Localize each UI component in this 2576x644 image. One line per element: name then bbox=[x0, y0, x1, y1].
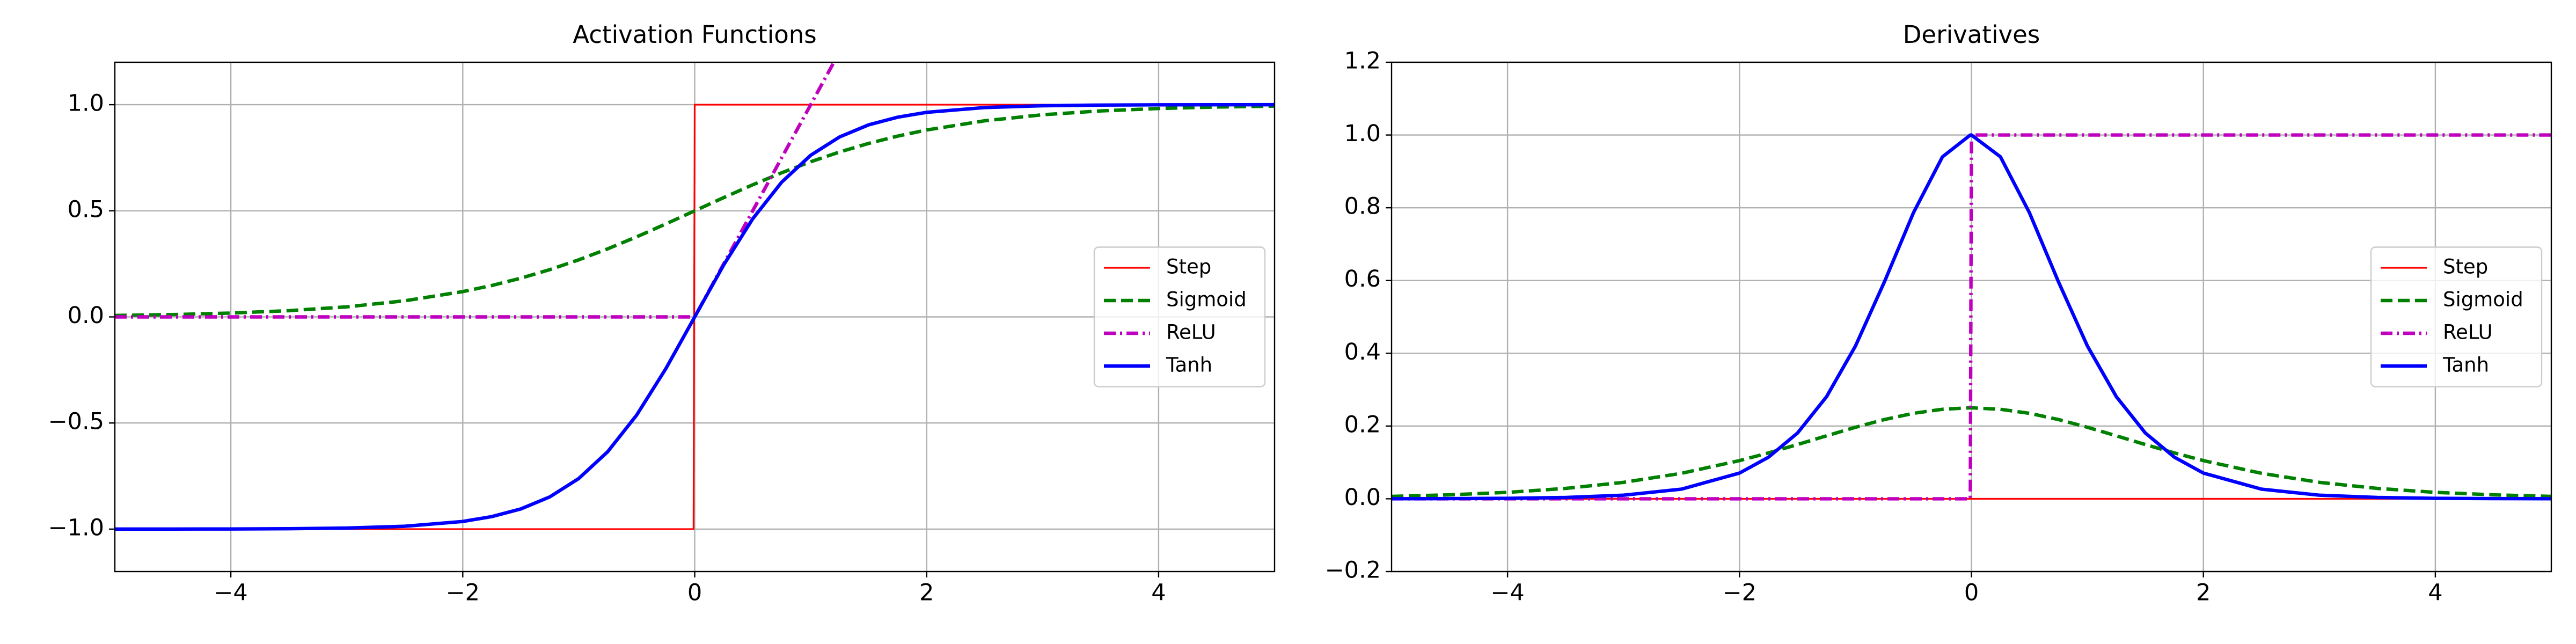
legend-label: ReLU bbox=[2443, 321, 2493, 344]
chart-title: Derivatives bbox=[1903, 20, 2040, 49]
x-tick-label: 2 bbox=[919, 580, 934, 606]
x-tick-label: 4 bbox=[2428, 580, 2442, 606]
legend-label: Step bbox=[2443, 255, 2488, 279]
legend-box bbox=[1093, 246, 1266, 387]
y-tick-label: −0.2 bbox=[1325, 557, 1381, 584]
legend: Step Sigmoid ReLU Tanh bbox=[2370, 246, 2543, 387]
series-line bbox=[1392, 406, 2551, 499]
series-line bbox=[115, 103, 1275, 531]
legend-label: Sigmoid bbox=[1166, 288, 1247, 311]
series-line bbox=[1392, 133, 2551, 501]
axes-frame bbox=[1391, 61, 2552, 573]
series-line bbox=[1392, 133, 2551, 501]
x-tick-label: 0 bbox=[687, 580, 702, 606]
x-tick-label: −4 bbox=[1490, 580, 1524, 606]
y-tick-label: 0.0 bbox=[1344, 484, 1381, 511]
y-tick-label: 1.0 bbox=[1344, 120, 1381, 147]
series-line bbox=[115, 62, 836, 319]
x-tick-label: 2 bbox=[2196, 580, 2211, 606]
x-tick-label: −4 bbox=[214, 580, 247, 606]
legend-label: Step bbox=[1166, 255, 1211, 279]
legend: Step Sigmoid ReLU Tanh bbox=[1093, 246, 1266, 387]
y-tick-label: 0.4 bbox=[1344, 339, 1381, 365]
legend-label: Tanh bbox=[1166, 354, 1212, 377]
axes-frame bbox=[114, 61, 1276, 573]
y-tick-label: 0.2 bbox=[1344, 411, 1381, 438]
series-line bbox=[115, 104, 1275, 318]
y-tick-label: 0.5 bbox=[68, 196, 104, 223]
legend-label: ReLU bbox=[1166, 321, 1216, 344]
plot-area bbox=[1392, 133, 2551, 501]
chart-title: Activation Functions bbox=[573, 20, 816, 49]
y-tick-label: 1.0 bbox=[68, 90, 104, 117]
x-tick-label: 0 bbox=[1964, 580, 1979, 606]
legend-label: Tanh bbox=[2442, 354, 2489, 377]
y-tick-label: 0.0 bbox=[68, 302, 104, 329]
y-tick-label: −0.5 bbox=[48, 408, 104, 435]
y-tick-label: 0.8 bbox=[1344, 193, 1381, 220]
legend-box bbox=[2370, 246, 2543, 387]
x-tick-label: 4 bbox=[1151, 580, 1166, 606]
x-tick-label: −2 bbox=[446, 580, 480, 606]
y-tick-label: 0.6 bbox=[1344, 266, 1381, 292]
plot-area bbox=[115, 62, 1275, 531]
legend-label: Sigmoid bbox=[2443, 288, 2523, 311]
x-tick-label: −2 bbox=[1723, 580, 1757, 606]
y-tick-label: −1.0 bbox=[48, 514, 104, 541]
y-tick-label: 1.2 bbox=[1344, 48, 1381, 75]
